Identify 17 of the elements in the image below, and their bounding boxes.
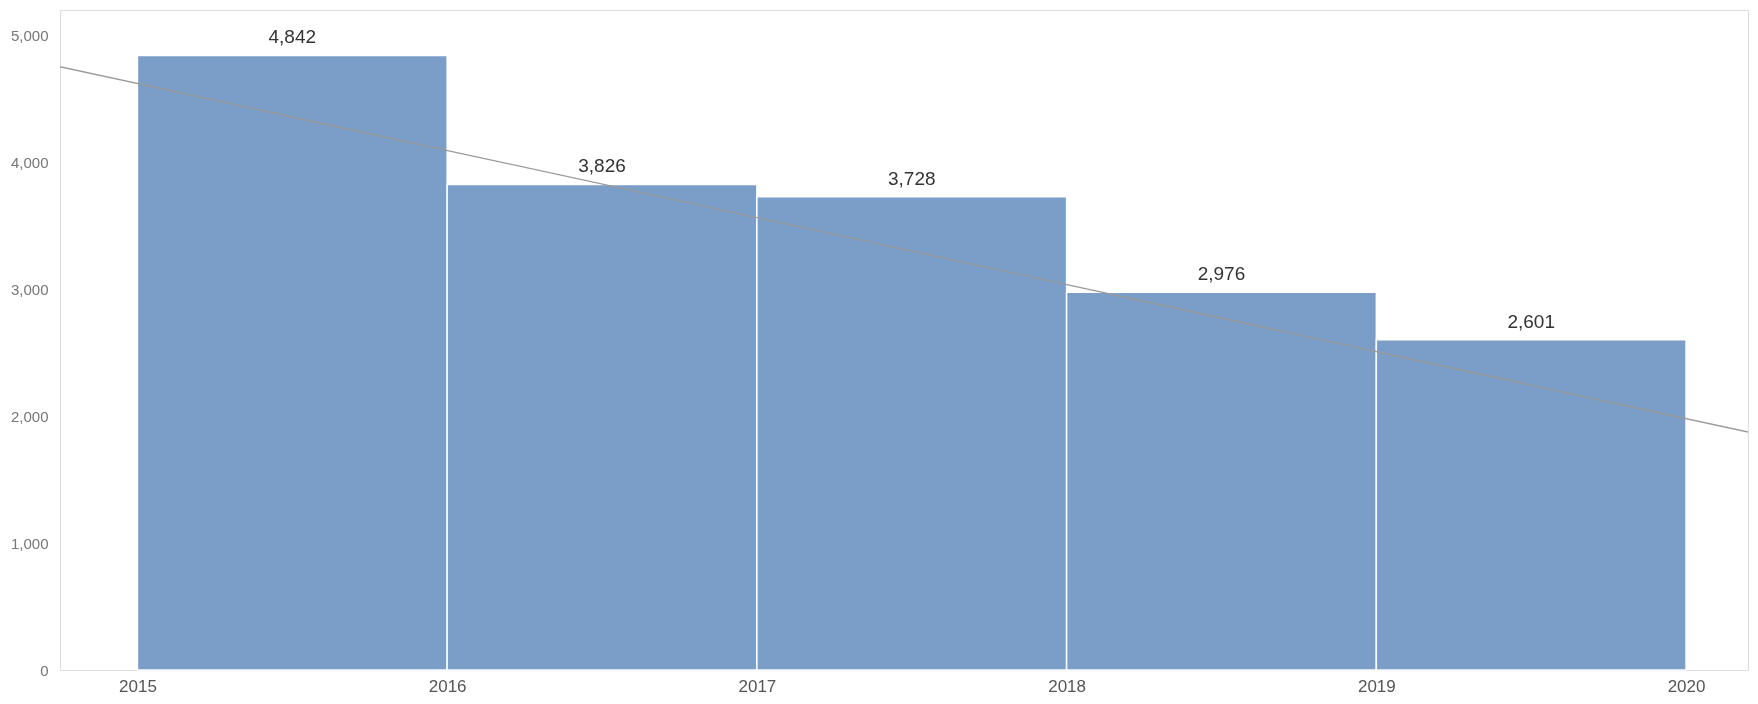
- x-tick-label: 2015: [119, 676, 157, 696]
- data-label: 3,728: [887, 167, 936, 189]
- y-tick-label: 3,000: [10, 280, 49, 298]
- x-tick-label: 2016: [428, 676, 467, 696]
- y-tick-label: 2,000: [10, 407, 49, 425]
- data-label: 4,842: [268, 26, 317, 48]
- y-tick-label: 0: [40, 661, 49, 679]
- y-tick-label: 4,000: [10, 153, 49, 171]
- x-tick-label: 2018: [1048, 676, 1087, 696]
- y-tick-label: 5,000: [10, 26, 49, 44]
- x-tick-label: 2020: [1667, 676, 1706, 696]
- data-label: 3,826: [578, 155, 626, 177]
- y-tick-label: 1,000: [10, 534, 49, 552]
- x-tick-label: 2017: [738, 676, 777, 696]
- x-tick-label: 2019: [1357, 676, 1396, 696]
- data-label: 2,601: [1507, 310, 1555, 332]
- data-label: 2,976: [1197, 263, 1246, 285]
